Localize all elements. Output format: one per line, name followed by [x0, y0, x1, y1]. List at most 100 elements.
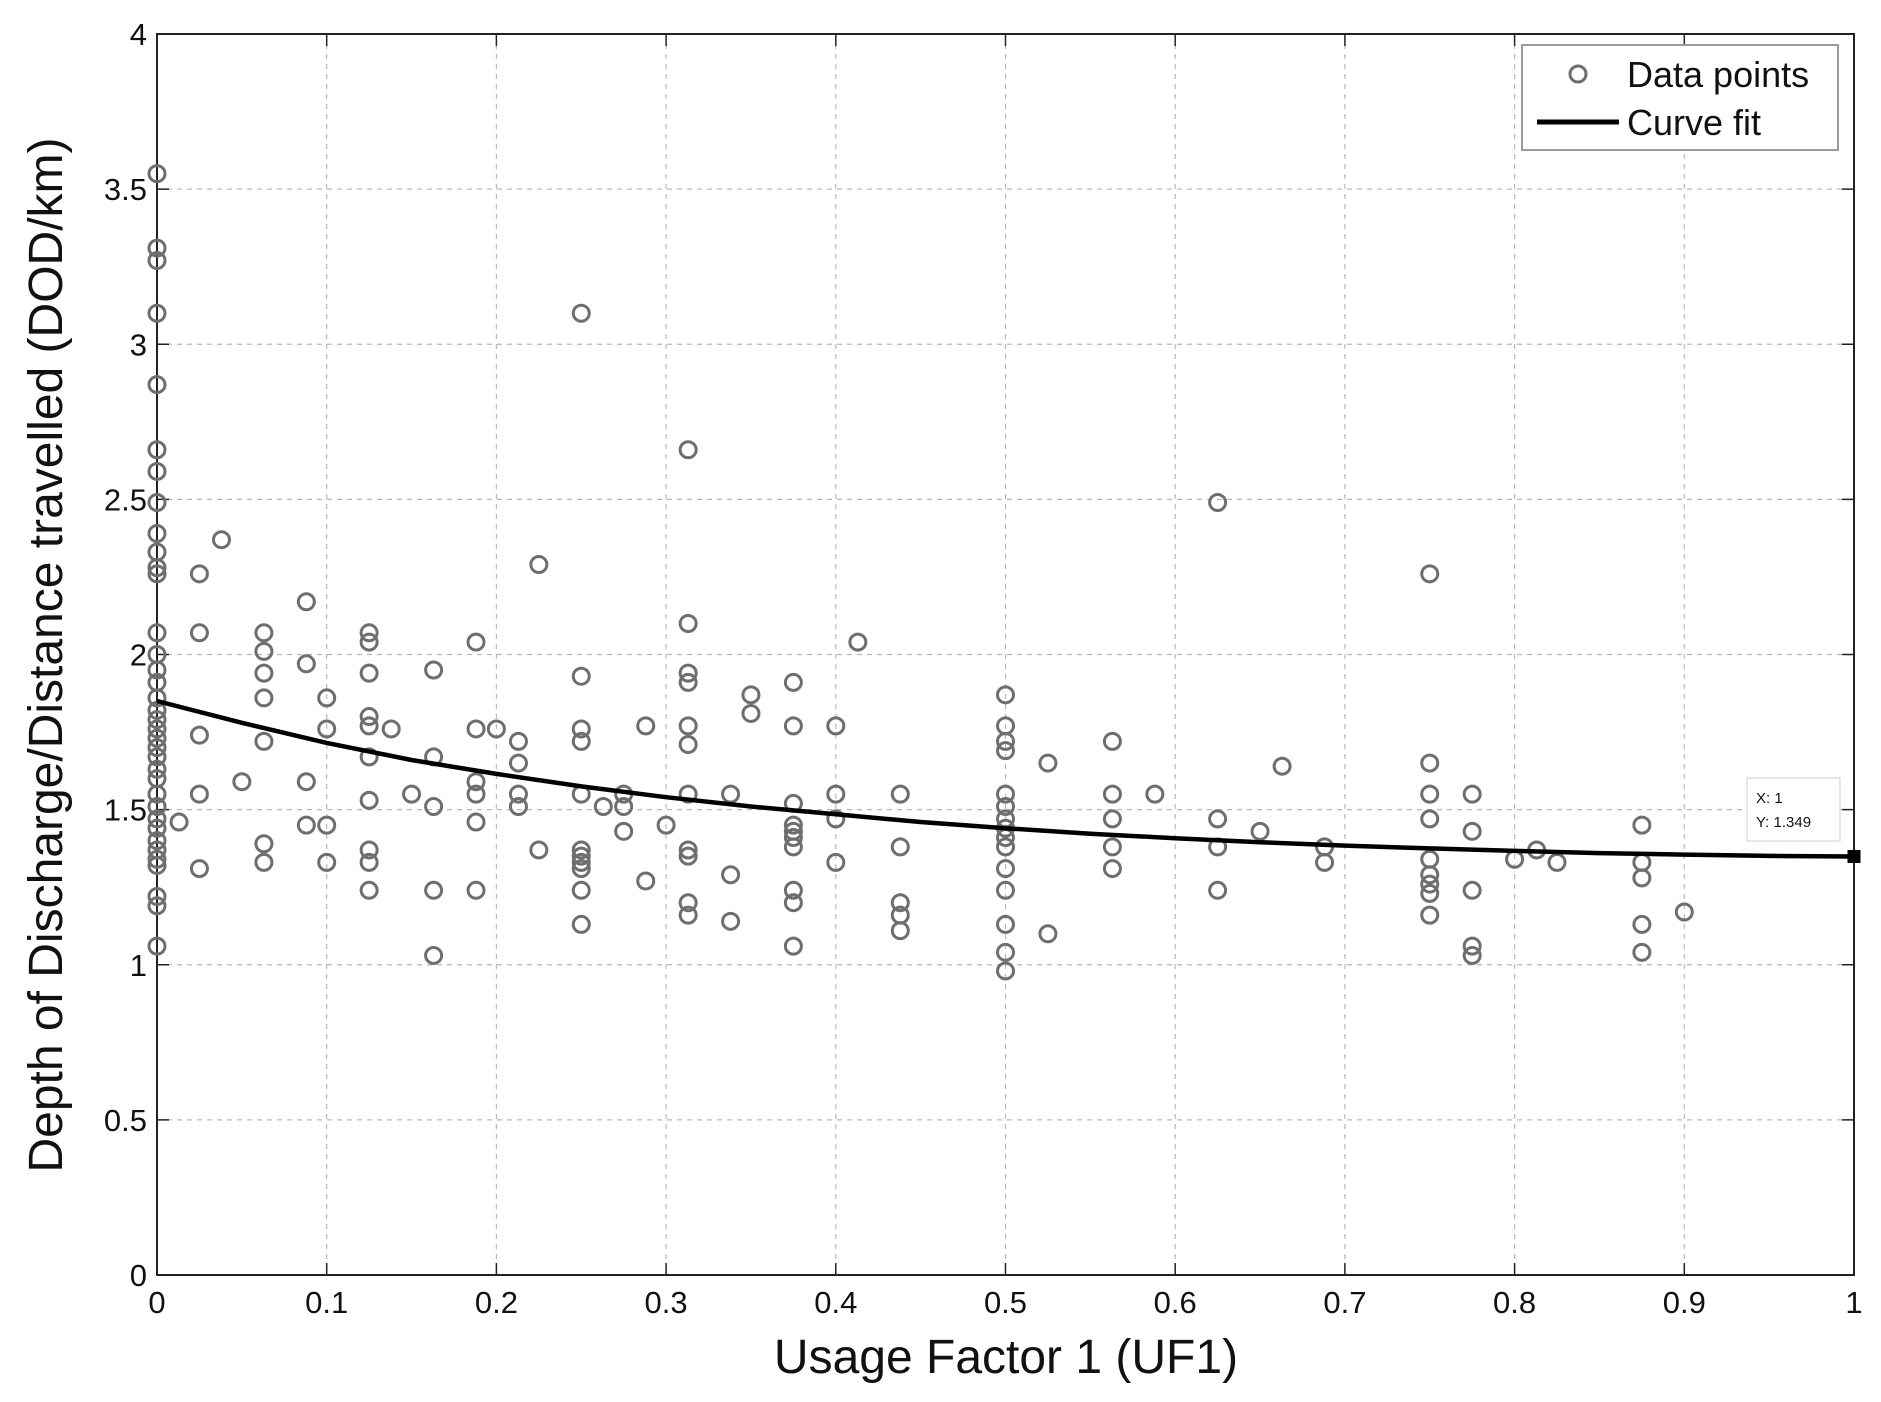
data-point: [147, 896, 167, 916]
data-point: [826, 852, 846, 872]
data-point: [571, 859, 591, 879]
data-point: [1102, 837, 1122, 857]
data-point: [996, 731, 1015, 751]
data-point: [826, 716, 846, 736]
legend: Data points Curve fit: [1521, 44, 1839, 151]
data-point: [636, 871, 656, 891]
data-point: [741, 703, 761, 723]
data-point: [147, 250, 167, 270]
data-point: [678, 734, 698, 754]
y-tick-label: 3.5: [104, 172, 147, 207]
data-point: [147, 440, 167, 460]
data-point: [996, 914, 1015, 934]
data-point: [359, 852, 379, 872]
y-tick-label: 2: [130, 638, 147, 673]
y-tick-label: 2.5: [104, 482, 147, 517]
data-point: [996, 784, 1015, 804]
data-point: [571, 880, 591, 900]
data-point: [147, 936, 167, 956]
data-point: [147, 849, 167, 869]
data-point: [678, 784, 698, 804]
data-point: [678, 663, 698, 683]
data-point: [359, 747, 379, 767]
data-point: [254, 663, 274, 683]
data-point: [1420, 809, 1440, 829]
data-points-series: [147, 164, 1694, 981]
data-point: [571, 666, 591, 686]
data-point: [1102, 784, 1122, 804]
data-point: [147, 623, 167, 643]
legend-data-points-label: Data points: [1627, 54, 1809, 95]
datatip-box: [1746, 777, 1841, 842]
data-point: [147, 886, 167, 906]
data-point: [147, 809, 167, 829]
data-point: [1632, 815, 1652, 835]
data-point: [890, 837, 910, 857]
data-point: [359, 663, 379, 683]
data-point: [424, 797, 444, 817]
data-point: [169, 812, 189, 832]
data-point: [826, 809, 846, 829]
datatip-y-text: Y: 1.349: [1756, 814, 1811, 831]
data-point: [593, 797, 613, 817]
data-point: [678, 846, 698, 866]
data-point: [296, 815, 316, 835]
data-point: [211, 530, 231, 550]
data-point: [571, 846, 591, 866]
data-point: [1102, 809, 1122, 829]
data-point: [678, 672, 698, 692]
data-point: [254, 623, 274, 643]
data-point: [1208, 809, 1228, 829]
data-point: [147, 461, 167, 481]
data-point: [402, 784, 422, 804]
x-tick-label: 0.5: [984, 1285, 1027, 1320]
datatip-marker[interactable]: [1847, 849, 1861, 863]
data-point: [996, 685, 1015, 705]
data-point: [189, 859, 209, 879]
data-point: [571, 719, 591, 739]
data-point: [1420, 753, 1440, 773]
data-point: [614, 821, 634, 841]
data-point: [571, 303, 591, 323]
y-tick-label: 0.5: [104, 1103, 147, 1138]
data-point: [1420, 874, 1440, 894]
data-point: [1462, 880, 1482, 900]
data-point: [678, 905, 698, 925]
data-point: [996, 880, 1015, 900]
data-point: [317, 815, 337, 835]
data-point: [1674, 902, 1694, 922]
y-tick-label: 0: [130, 1258, 147, 1293]
data-point: [1038, 924, 1058, 944]
datatip[interactable]: X: 1 Y: 1.349: [1746, 777, 1861, 863]
datatip-x-text: X: 1: [1756, 790, 1783, 807]
x-tick-label: 0.9: [1663, 1285, 1706, 1320]
curve-fit-line: [156, 698, 1855, 859]
x-tick-label: 1: [1845, 1285, 1862, 1320]
x-tick-label: 0: [148, 1285, 165, 1320]
data-point: [1462, 821, 1482, 841]
data-point: [1208, 492, 1228, 512]
x-tick-label: 0.4: [814, 1285, 857, 1320]
data-point: [486, 719, 506, 739]
data-point: [1315, 852, 1335, 872]
data-point: [1420, 905, 1440, 925]
data-point: [296, 592, 316, 612]
data-point: [1102, 859, 1122, 879]
data-point: [783, 880, 803, 900]
data-point: [147, 719, 167, 739]
data-point: [1462, 936, 1482, 956]
data-point: [508, 753, 528, 773]
data-point: [466, 632, 486, 652]
axis-ticks: 0 0.1 0.2 0.3 0.4 0.5 0.6 0.7 0.8 0.9 1 0 0.5 1 1.5 2 2.…: [104, 17, 1863, 1320]
data-point: [848, 632, 868, 652]
data-point: [614, 797, 634, 817]
data-point: [147, 492, 167, 512]
data-point: [571, 852, 591, 872]
data-point: [1208, 880, 1228, 900]
y-tick-label: 1.5: [104, 793, 147, 828]
x-tick-label: 0.7: [1323, 1285, 1366, 1320]
data-point: [890, 784, 910, 804]
data-point: [147, 238, 167, 258]
